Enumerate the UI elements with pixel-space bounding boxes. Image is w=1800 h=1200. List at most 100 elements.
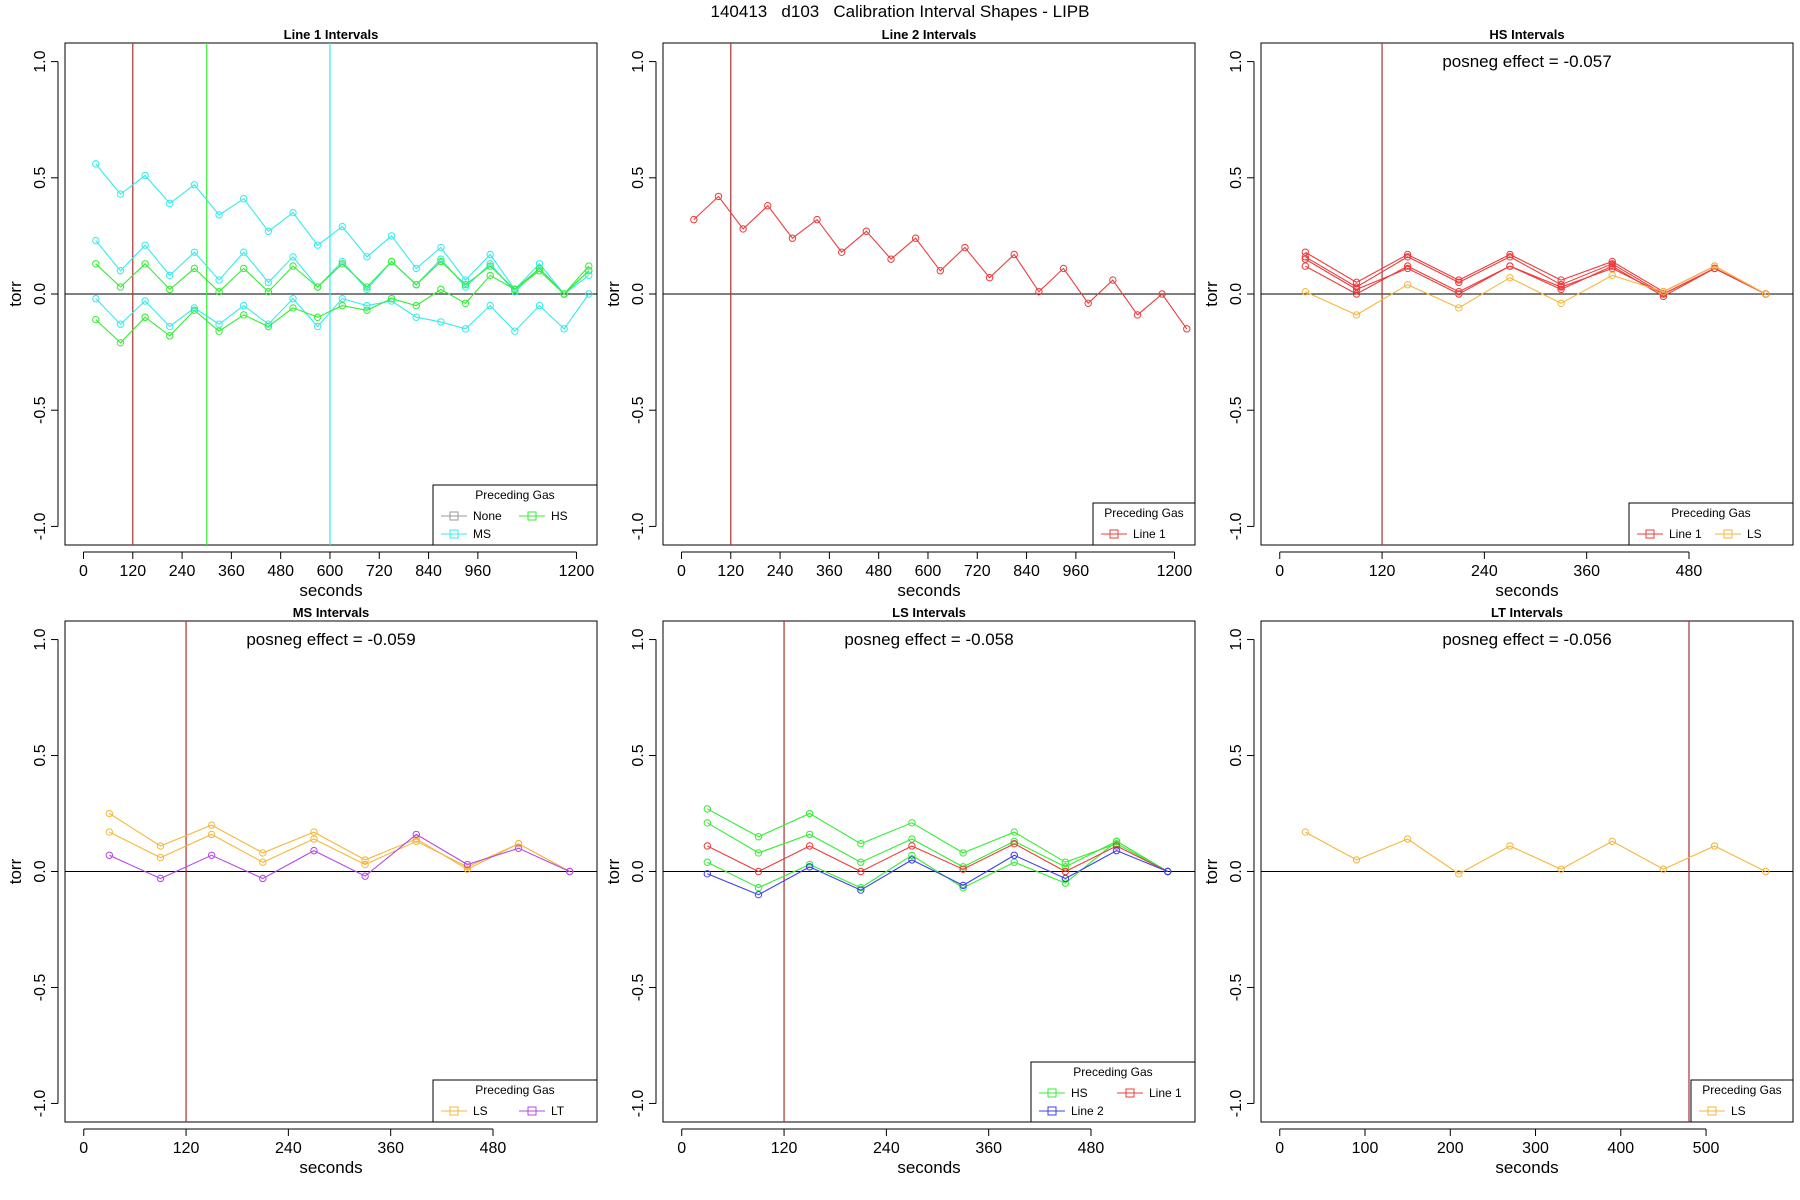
legend-swatch-marker: [449, 529, 459, 539]
legend-entry-label: Line 1: [1133, 527, 1166, 541]
data-point: [1109, 276, 1117, 284]
data-point: [463, 860, 472, 869]
data-point: [240, 248, 248, 256]
data-point: [363, 283, 371, 291]
data-point: [754, 833, 763, 841]
x-tick-label: 840: [415, 563, 442, 580]
data-point: [486, 260, 494, 268]
series-line: [1305, 831, 1766, 875]
x-tick-label: 360: [1573, 563, 1600, 580]
data-point: [207, 851, 216, 859]
data-point: [338, 257, 346, 266]
y-tick-label: -0.5: [32, 396, 49, 424]
y-tick-label: -0.5: [630, 396, 647, 424]
data-point: [1557, 276, 1565, 284]
y-tick-label: -0.5: [630, 974, 647, 1002]
figure-title: 140413 d103 Calibration Interval Shapes …: [710, 2, 1090, 21]
y-tick-label: 0.5: [32, 167, 49, 189]
data-point: [166, 332, 174, 340]
data-point: [754, 849, 763, 857]
data-point: [754, 884, 763, 892]
data-point: [1352, 278, 1361, 287]
data-point: [310, 828, 318, 836]
y-tick-label: 1.0: [32, 50, 49, 72]
data-point: [1010, 250, 1018, 259]
series-line: [1305, 258, 1766, 295]
data-point: [1301, 287, 1310, 296]
legend-box: [432, 484, 598, 546]
data-point: [461, 325, 470, 333]
legend: Preceding Gas Line 1: [1092, 502, 1196, 546]
posneg-annotation: posneg effect = -0.059: [246, 630, 415, 649]
data-point: [1112, 846, 1121, 855]
data-point: [1133, 311, 1142, 319]
y-axis-label: torr: [6, 281, 25, 307]
data-point: [1158, 290, 1166, 298]
data-point: [857, 867, 865, 876]
data-point: [486, 262, 494, 270]
x-tick-label: 0: [677, 1140, 686, 1157]
legend-title: Preceding Gas: [1104, 506, 1183, 520]
data-point: [264, 227, 273, 235]
data-point: [1301, 262, 1310, 270]
data-point: [289, 262, 297, 270]
data-point: [264, 322, 273, 331]
x-tick-label: 120: [173, 1140, 200, 1157]
x-tick-label: 480: [267, 563, 294, 580]
legend: Preceding Gas LS LT: [432, 1079, 598, 1123]
y-tick-label: -1.0: [32, 1090, 49, 1118]
data-point: [313, 283, 322, 291]
data-point: [313, 322, 322, 331]
chart-panel-4: MS Intervals 0 120 240 360 480 seconds -1.0 -0.5…: [6, 605, 598, 1177]
data-point: [1710, 262, 1719, 270]
y-axis-label: torr: [6, 858, 25, 884]
y-tick-label: 0.5: [630, 167, 647, 189]
legend-swatch-marker: [449, 1106, 459, 1116]
data-point: [764, 201, 772, 210]
x-axis-label: seconds: [1495, 1158, 1558, 1177]
data-point: [585, 271, 593, 280]
data-point: [259, 858, 267, 866]
data-point: [387, 294, 396, 303]
data-point: [363, 253, 371, 261]
data-point: [838, 248, 846, 256]
data-point: [313, 241, 322, 249]
data-point: [1659, 290, 1668, 298]
data-point: [1061, 874, 1070, 883]
data-point: [141, 171, 149, 180]
legend-entry-label: Line 1: [1669, 527, 1702, 541]
data-point: [1403, 835, 1412, 843]
x-tick-label: 300: [1522, 1140, 1549, 1157]
data-point: [535, 260, 544, 268]
series-line: [707, 843, 1168, 873]
x-tick-label: 840: [1013, 563, 1040, 580]
posneg-annotation: posneg effect = -0.056: [1442, 630, 1611, 649]
x-tick-label: 480: [480, 1140, 507, 1157]
data-point: [1659, 292, 1668, 301]
data-point: [412, 830, 420, 839]
data-point: [412, 835, 420, 843]
legend-entry-label: HS: [1071, 1086, 1088, 1100]
data-point: [105, 809, 114, 818]
data-point: [1506, 842, 1514, 850]
data-point: [240, 195, 248, 203]
data-point: [1506, 250, 1514, 259]
legend-entry-label: LS: [473, 1104, 488, 1118]
data-point: [714, 192, 723, 201]
data-point: [437, 255, 445, 263]
data-point: [363, 285, 371, 294]
data-point: [936, 267, 944, 275]
x-tick-label: 480: [1676, 563, 1703, 580]
x-tick-label: 960: [1063, 563, 1090, 580]
x-tick-label: 360: [218, 563, 245, 580]
y-tick-label: 0.0: [630, 860, 647, 882]
data-point: [190, 306, 199, 314]
x-tick-label: 480: [865, 563, 892, 580]
x-tick-label: 360: [975, 1140, 1002, 1157]
series-line: [1305, 265, 1766, 316]
data-point: [361, 872, 369, 880]
data-point: [1301, 828, 1310, 836]
x-tick-label: 100: [1352, 1140, 1379, 1157]
data-point: [1010, 851, 1018, 859]
